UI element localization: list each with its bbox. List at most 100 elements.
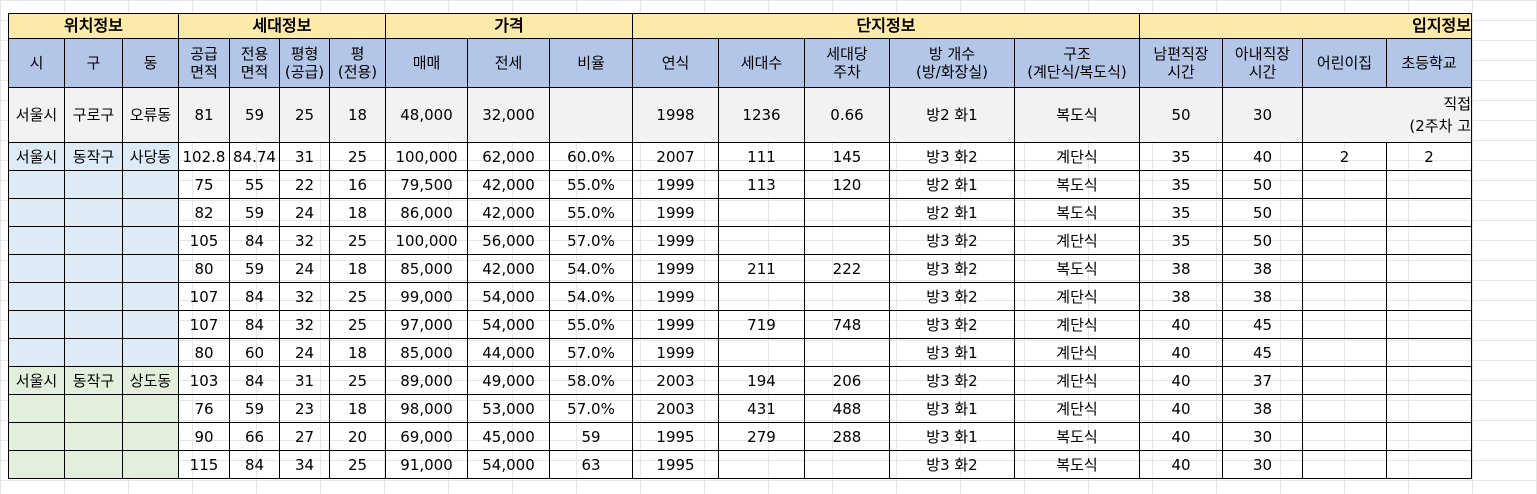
cell-wife[interactable]: 45 bbox=[1222, 310, 1303, 339]
cell-excl[interactable]: 84 bbox=[229, 282, 280, 311]
cell-wife[interactable]: 37 bbox=[1222, 366, 1303, 395]
cell-wife[interactable]: 50 bbox=[1222, 198, 1303, 227]
cell-structure[interactable]: 계단식 bbox=[1014, 310, 1140, 339]
cell-py-supply[interactable]: 24 bbox=[279, 198, 330, 227]
cell-year[interactable]: 1998 bbox=[632, 87, 719, 143]
cell-gu[interactable]: 구로구 bbox=[64, 87, 123, 143]
cell-ratio[interactable]: 55.0% bbox=[549, 198, 633, 227]
cell-py-excl[interactable]: 25 bbox=[329, 282, 386, 311]
cell-parking[interactable]: 206 bbox=[804, 366, 890, 395]
cell-gu[interactable] bbox=[64, 394, 123, 423]
header-daycare[interactable]: 어린이집 bbox=[1302, 38, 1387, 88]
group-complex[interactable]: 단지정보 bbox=[632, 13, 1140, 39]
cell-year[interactable]: 1995 bbox=[632, 422, 719, 451]
cell-si[interactable]: 서울시 bbox=[8, 142, 65, 171]
cell-households[interactable]: 113 bbox=[718, 170, 805, 199]
cell-sale[interactable]: 97,000 bbox=[385, 310, 468, 339]
cell-gu[interactable] bbox=[64, 226, 123, 255]
cell-dong[interactable]: 상도동 bbox=[122, 366, 179, 395]
cell-supply[interactable]: 107 bbox=[178, 310, 230, 339]
cell-rooms[interactable]: 방3 화2 bbox=[889, 226, 1015, 255]
cell-gu[interactable] bbox=[64, 310, 123, 339]
cell-rooms[interactable]: 방3 화1 bbox=[889, 338, 1015, 367]
cell-py-excl[interactable]: 16 bbox=[329, 170, 386, 199]
cell-year[interactable]: 1995 bbox=[632, 450, 719, 479]
cell-dong[interactable] bbox=[122, 254, 179, 283]
group-household[interactable]: 세대정보 bbox=[178, 13, 386, 39]
cell-jeonse[interactable]: 42,000 bbox=[467, 254, 550, 283]
cell-dong[interactable]: 오류동 bbox=[122, 87, 179, 143]
cell-households[interactable]: 1236 bbox=[718, 87, 805, 143]
cell-parking[interactable] bbox=[804, 226, 890, 255]
cell-year[interactable]: 1999 bbox=[632, 170, 719, 199]
cell-husband[interactable]: 50 bbox=[1139, 87, 1223, 143]
cell-sale[interactable]: 100,000 bbox=[385, 142, 468, 171]
cell-py-excl[interactable]: 18 bbox=[329, 87, 386, 143]
cell-structure[interactable]: 계단식 bbox=[1014, 226, 1140, 255]
cell-py-excl[interactable]: 25 bbox=[329, 366, 386, 395]
cell-gu[interactable]: 동작구 bbox=[64, 142, 123, 171]
group-location[interactable]: 위치정보 bbox=[8, 13, 179, 39]
header-rooms[interactable]: 방 개수 (방/화장실) bbox=[889, 38, 1015, 88]
cell-daycare[interactable] bbox=[1302, 254, 1387, 283]
cell-note[interactable]: 직접 (2주차 고 bbox=[1302, 87, 1472, 143]
cell-dong[interactable] bbox=[122, 338, 179, 367]
cell-rooms[interactable]: 방3 화2 bbox=[889, 366, 1015, 395]
cell-elementary[interactable] bbox=[1386, 282, 1472, 311]
cell-rooms[interactable]: 방2 화1 bbox=[889, 170, 1015, 199]
cell-py-supply[interactable]: 23 bbox=[279, 394, 330, 423]
cell-sale[interactable]: 100,000 bbox=[385, 226, 468, 255]
cell-wife[interactable]: 30 bbox=[1222, 450, 1303, 479]
cell-husband[interactable]: 40 bbox=[1139, 338, 1223, 367]
cell-structure[interactable]: 복도식 bbox=[1014, 170, 1140, 199]
cell-jeonse[interactable]: 56,000 bbox=[467, 226, 550, 255]
cell-excl[interactable]: 59 bbox=[229, 87, 280, 143]
cell-ratio[interactable]: 60.0% bbox=[549, 142, 633, 171]
cell-supply[interactable]: 76 bbox=[178, 394, 230, 423]
cell-py-supply[interactable]: 32 bbox=[279, 282, 330, 311]
cell-households[interactable]: 211 bbox=[718, 254, 805, 283]
cell-excl[interactable]: 59 bbox=[229, 394, 280, 423]
cell-husband[interactable]: 35 bbox=[1139, 142, 1223, 171]
cell-rooms[interactable]: 방2 화1 bbox=[889, 87, 1015, 143]
cell-rooms[interactable]: 방3 화2 bbox=[889, 142, 1015, 171]
cell-households[interactable]: 719 bbox=[718, 310, 805, 339]
cell-husband[interactable]: 40 bbox=[1139, 310, 1223, 339]
cell-parking[interactable]: 288 bbox=[804, 422, 890, 451]
cell-ratio[interactable]: 55.0% bbox=[549, 310, 633, 339]
cell-rooms[interactable]: 방3 화2 bbox=[889, 310, 1015, 339]
cell-households[interactable]: 111 bbox=[718, 142, 805, 171]
cell-wife[interactable]: 38 bbox=[1222, 254, 1303, 283]
cell-ratio[interactable]: 57.0% bbox=[549, 338, 633, 367]
cell-elementary[interactable] bbox=[1386, 422, 1472, 451]
cell-gu[interactable] bbox=[64, 338, 123, 367]
cell-py-excl[interactable]: 18 bbox=[329, 394, 386, 423]
cell-rooms[interactable]: 방3 화2 bbox=[889, 282, 1015, 311]
cell-wife[interactable]: 38 bbox=[1222, 282, 1303, 311]
cell-daycare[interactable]: 2 bbox=[1302, 142, 1387, 171]
cell-si[interactable] bbox=[8, 422, 65, 451]
cell-ratio[interactable]: 57.0% bbox=[549, 394, 633, 423]
cell-daycare[interactable] bbox=[1302, 366, 1387, 395]
cell-py-supply[interactable]: 31 bbox=[279, 142, 330, 171]
cell-jeonse[interactable]: 49,000 bbox=[467, 366, 550, 395]
cell-households[interactable] bbox=[718, 226, 805, 255]
header-pyeong-exclusive[interactable]: 평 (전용) bbox=[329, 38, 386, 88]
cell-structure[interactable]: 계단식 bbox=[1014, 394, 1140, 423]
cell-wife[interactable]: 45 bbox=[1222, 338, 1303, 367]
header-husband-commute[interactable]: 남편직장 시간 bbox=[1139, 38, 1223, 88]
cell-households[interactable]: 194 bbox=[718, 366, 805, 395]
cell-gu[interactable] bbox=[64, 198, 123, 227]
cell-elementary[interactable] bbox=[1386, 366, 1472, 395]
cell-si[interactable]: 서울시 bbox=[8, 87, 65, 143]
cell-excl[interactable]: 84 bbox=[229, 226, 280, 255]
cell-si[interactable] bbox=[8, 282, 65, 311]
cell-parking[interactable] bbox=[804, 282, 890, 311]
cell-py-supply[interactable]: 32 bbox=[279, 310, 330, 339]
cell-py-excl[interactable]: 18 bbox=[329, 338, 386, 367]
cell-parking[interactable]: 145 bbox=[804, 142, 890, 171]
cell-households[interactable] bbox=[718, 338, 805, 367]
cell-jeonse[interactable]: 54,000 bbox=[467, 282, 550, 311]
cell-sale[interactable]: 79,500 bbox=[385, 170, 468, 199]
cell-py-supply[interactable]: 27 bbox=[279, 422, 330, 451]
